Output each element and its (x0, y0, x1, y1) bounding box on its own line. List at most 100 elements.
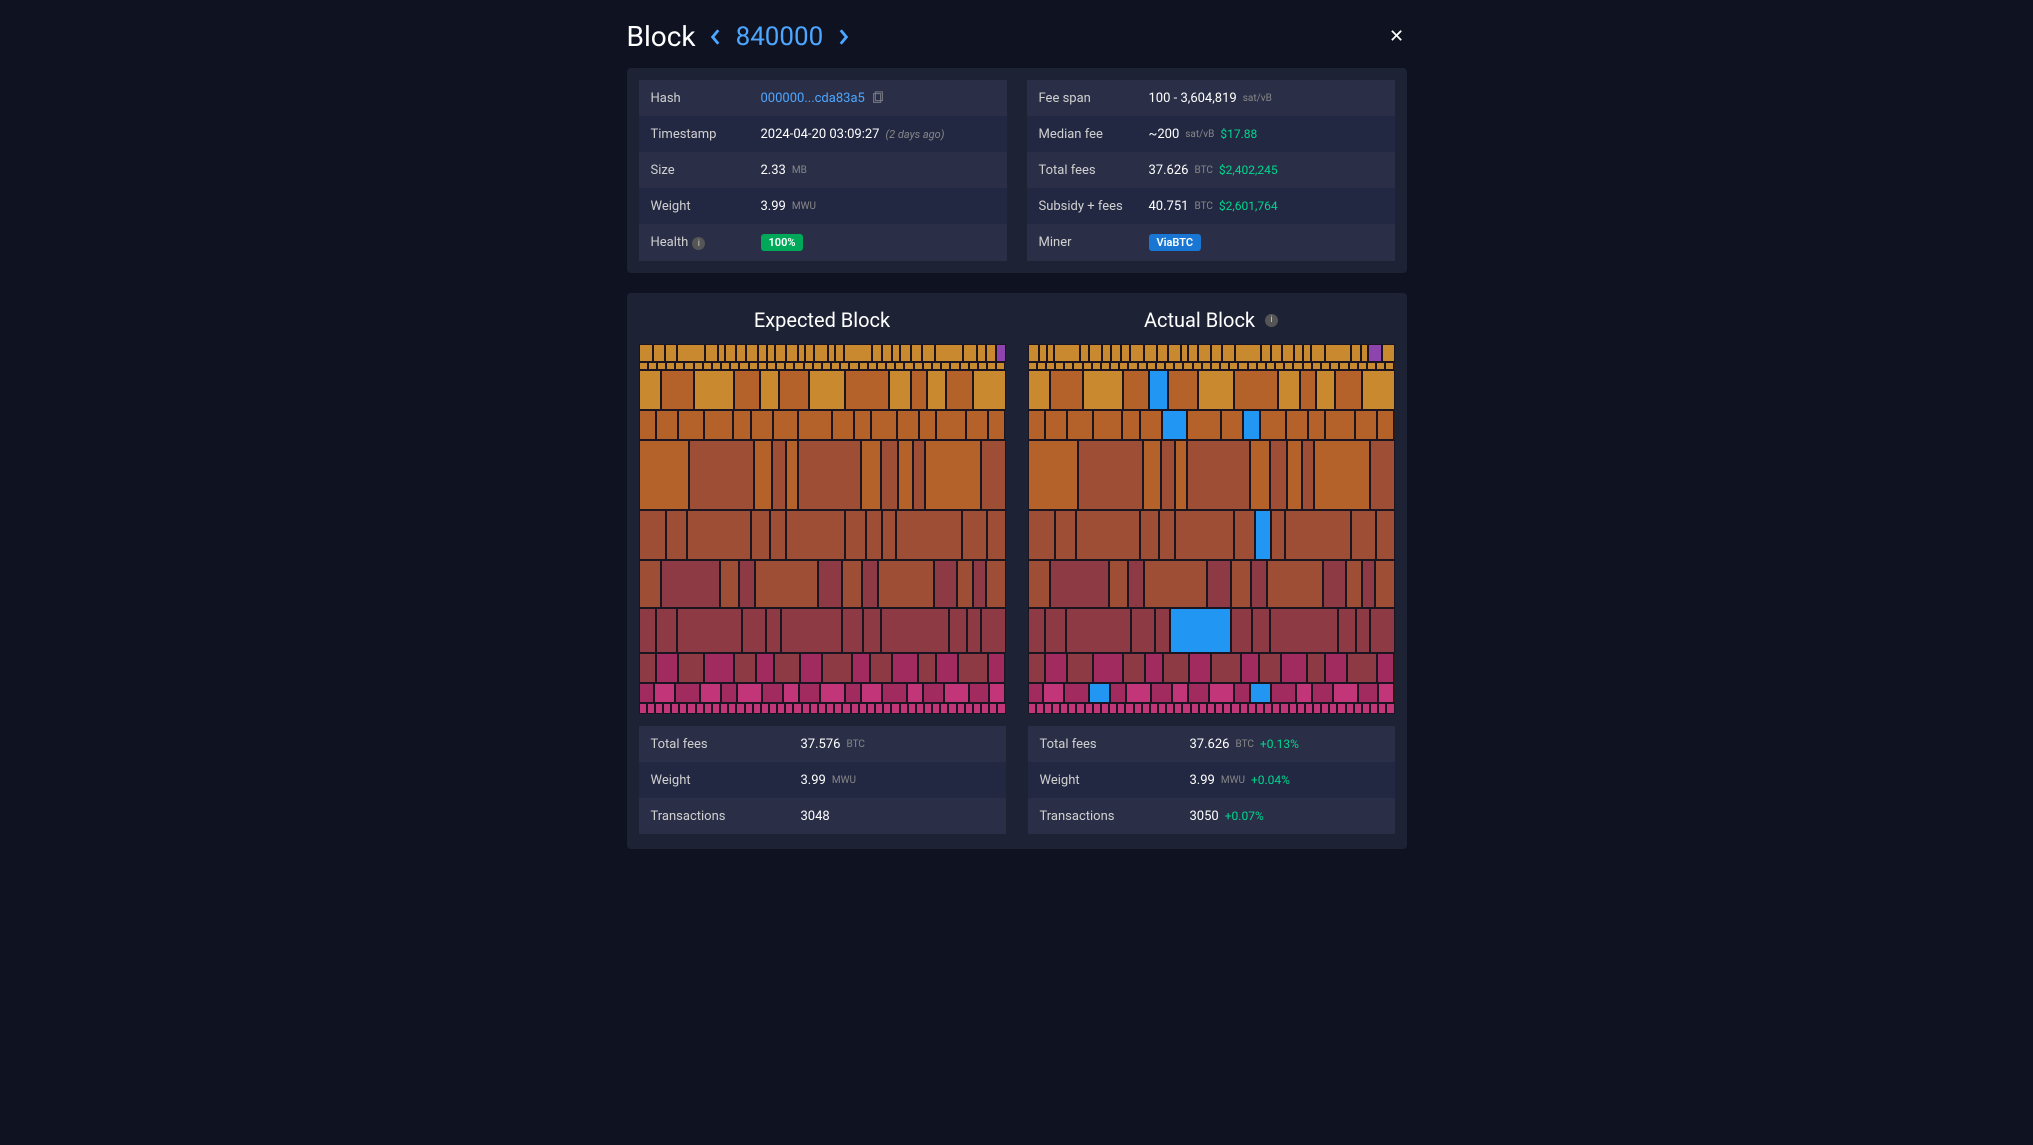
tx-cell[interactable] (842, 703, 850, 714)
tx-cell[interactable] (1183, 362, 1192, 370)
tx-cell[interactable] (785, 362, 794, 370)
tx-cell[interactable] (1085, 703, 1093, 714)
tx-cell[interactable] (799, 683, 820, 703)
tx-cell[interactable] (882, 510, 895, 560)
tx-cell[interactable] (749, 362, 758, 370)
tx-cell[interactable] (1275, 362, 1284, 370)
tx-cell[interactable] (1045, 608, 1066, 653)
tx-cell[interactable] (834, 703, 842, 714)
close-icon[interactable]: ✕ (1387, 27, 1407, 47)
tx-cell[interactable] (828, 344, 836, 362)
tx-cell[interactable] (1338, 608, 1356, 653)
tx-cell[interactable] (639, 560, 661, 608)
tx-cell[interactable] (746, 344, 759, 362)
tx-cell[interactable] (1238, 362, 1247, 370)
tx-cell[interactable] (1252, 608, 1270, 653)
tx-cell[interactable] (1123, 370, 1149, 410)
tx-cell[interactable] (1248, 703, 1256, 714)
tx-cell[interactable] (1378, 683, 1394, 703)
tx-cell[interactable] (661, 370, 694, 410)
tx-cell[interactable] (989, 703, 997, 714)
tx-cell[interactable] (1067, 653, 1093, 683)
hash-link[interactable]: 000000...cda83a5 (761, 91, 865, 106)
tx-cell[interactable] (1321, 703, 1329, 714)
tx-cell[interactable] (756, 653, 774, 683)
tx-cell[interactable] (677, 608, 742, 653)
tx-cell[interactable] (861, 440, 881, 510)
tx-cell[interactable] (1307, 653, 1325, 683)
tx-cell[interactable] (870, 653, 892, 683)
tx-cell[interactable] (1126, 683, 1151, 703)
tx-cell[interactable] (794, 362, 803, 370)
tx-cell[interactable] (769, 703, 777, 714)
tx-cell[interactable] (1229, 362, 1238, 370)
tx-cell[interactable] (1083, 370, 1123, 410)
tx-cell[interactable] (950, 362, 959, 370)
tx-cell[interactable] (949, 608, 967, 653)
tx-cell[interactable] (889, 370, 912, 410)
tx-cell[interactable] (1234, 510, 1256, 560)
tx-cell[interactable] (826, 703, 834, 714)
tx-cell[interactable] (1149, 370, 1168, 410)
tx-cell[interactable] (1362, 560, 1375, 608)
tx-cell[interactable] (881, 440, 898, 510)
tx-cell[interactable] (725, 344, 735, 362)
tx-cell[interactable] (1289, 703, 1297, 714)
tx-cell[interactable] (919, 410, 937, 440)
tx-cell[interactable] (900, 703, 908, 714)
tx-cell[interactable] (721, 362, 730, 370)
tx-cell[interactable] (891, 703, 899, 714)
tx-cell[interactable] (832, 410, 854, 440)
tx-cell[interactable] (1089, 344, 1102, 362)
tx-cell[interactable] (969, 362, 978, 370)
tx-cell[interactable] (1168, 370, 1198, 410)
tx-cell[interactable] (1303, 362, 1312, 370)
tx-cell[interactable] (1163, 653, 1189, 683)
next-block-chevron-icon[interactable] (831, 25, 855, 49)
tx-cell[interactable] (1170, 608, 1232, 653)
tx-cell[interactable] (1257, 362, 1266, 370)
tx-cell[interactable] (783, 683, 799, 703)
tx-cell[interactable] (911, 344, 922, 362)
expected-block-treemap[interactable] (639, 344, 1006, 714)
tx-cell[interactable] (736, 344, 746, 362)
tx-cell[interactable] (965, 703, 973, 714)
tx-cell[interactable] (896, 510, 963, 560)
tx-cell[interactable] (941, 362, 950, 370)
tx-cell[interactable] (779, 370, 809, 410)
tx-cell[interactable] (1174, 703, 1182, 714)
tx-cell[interactable] (1028, 370, 1051, 410)
tx-cell[interactable] (1140, 410, 1162, 440)
tx-cell[interactable] (1255, 510, 1271, 560)
tx-cell[interactable] (1349, 362, 1358, 370)
tx-cell[interactable] (1080, 344, 1089, 362)
tx-cell[interactable] (657, 362, 666, 370)
tx-cell[interactable] (1159, 510, 1175, 560)
tx-cell[interactable] (1243, 410, 1261, 440)
tx-cell[interactable] (800, 653, 822, 683)
tx-cell[interactable] (661, 560, 720, 608)
tx-cell[interactable] (1382, 344, 1395, 362)
tx-cell[interactable] (1280, 703, 1288, 714)
tx-cell[interactable] (666, 362, 675, 370)
tx-cell[interactable] (1147, 362, 1156, 370)
tx-cell[interactable] (1076, 703, 1084, 714)
tx-cell[interactable] (1259, 653, 1281, 683)
tx-cell[interactable] (737, 683, 762, 703)
tx-cell[interactable] (845, 510, 867, 560)
tx-cell[interactable] (1347, 653, 1377, 683)
tx-cell[interactable] (1052, 703, 1060, 714)
tx-cell[interactable] (1361, 344, 1369, 362)
info-icon[interactable]: i (1265, 314, 1278, 327)
tx-cell[interactable] (1037, 362, 1046, 370)
tx-cell[interactable] (1028, 703, 1036, 714)
tx-cell[interactable] (842, 608, 863, 653)
tx-cell[interactable] (1356, 608, 1371, 653)
tx-cell[interactable] (1128, 362, 1137, 370)
tx-cell[interactable] (1385, 362, 1394, 370)
tx-cell[interactable] (639, 703, 647, 714)
tx-cell[interactable] (639, 683, 655, 703)
tx-cell[interactable] (967, 608, 982, 653)
tx-cell[interactable] (840, 362, 849, 370)
tx-cell[interactable] (1211, 653, 1241, 683)
